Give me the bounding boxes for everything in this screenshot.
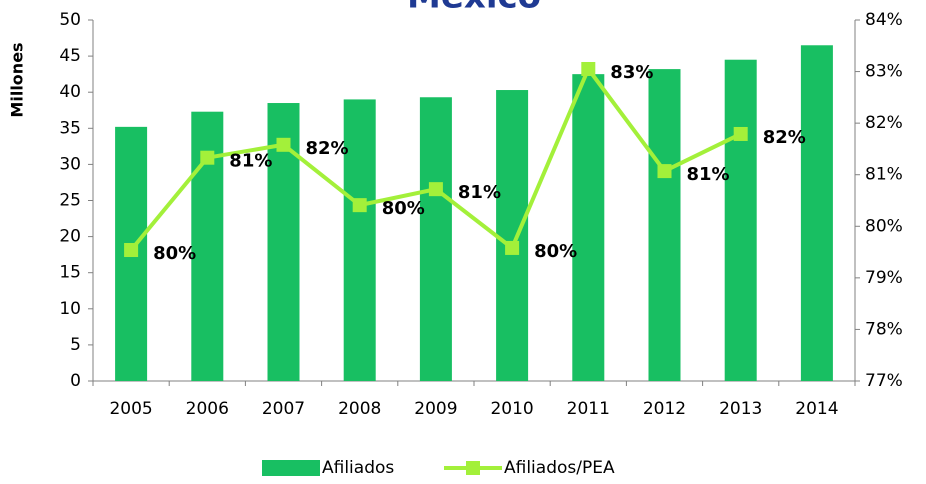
x-tick-label: 2013 — [719, 399, 762, 419]
y-tick-label: 50 — [59, 10, 81, 30]
y-tick-label: 15 — [59, 263, 81, 283]
marker — [733, 126, 748, 141]
x-tick-label: 2007 — [262, 399, 305, 419]
y-tick-label: 40 — [59, 82, 81, 102]
y2-tick-label: 79% — [865, 268, 903, 288]
y2-tick-label: 81% — [865, 165, 903, 185]
y2-tick-label: 78% — [865, 319, 903, 339]
y2-tick-label: 80% — [865, 216, 903, 236]
bar — [496, 90, 529, 381]
x-tick-label: 2014 — [795, 399, 838, 419]
y-tick-label: 45 — [59, 46, 81, 66]
data-label: 82% — [306, 138, 349, 159]
x-tick-label: 2010 — [490, 399, 533, 419]
legend-label: Afiliados — [322, 458, 394, 478]
x-tick-label: 2012 — [643, 399, 686, 419]
marker — [352, 198, 367, 213]
bar — [419, 97, 452, 381]
legend-label: Afiliados/PEA — [504, 458, 615, 478]
marker — [657, 164, 672, 179]
data-label: 80% — [382, 198, 425, 219]
bar — [724, 59, 757, 382]
marker — [581, 61, 596, 76]
y-tick-label: 25 — [59, 191, 81, 211]
y-axis-label: Millones — [8, 42, 27, 117]
y-tick-label: 0 — [70, 371, 81, 391]
data-label: 81% — [458, 182, 501, 203]
marker — [505, 240, 520, 255]
y-tick-label: 10 — [59, 299, 81, 319]
bar — [648, 69, 681, 381]
y2-tick-label: 82% — [865, 113, 903, 133]
x-tick-label: 2005 — [109, 399, 152, 419]
y-tick-label: 30 — [59, 154, 81, 174]
legend-swatch — [466, 461, 480, 475]
data-label: 83% — [610, 62, 653, 83]
bar — [343, 99, 376, 382]
y2-tick-label: 77% — [865, 371, 903, 391]
data-label: 80% — [534, 241, 577, 262]
bar — [800, 45, 833, 382]
data-label: 81% — [229, 151, 272, 172]
y-tick-label: 20 — [59, 227, 81, 247]
x-tick-label: 2011 — [567, 399, 610, 419]
data-label: 81% — [687, 164, 730, 185]
marker — [276, 137, 291, 152]
x-tick-label: 2009 — [414, 399, 457, 419]
y-tick-label: 5 — [70, 335, 81, 355]
y2-tick-label: 83% — [865, 62, 903, 82]
data-label: 80% — [153, 243, 196, 264]
bar — [572, 74, 605, 382]
y-tick-label: 35 — [59, 118, 81, 138]
marker — [200, 150, 215, 165]
marker — [428, 182, 443, 197]
chart-title: México — [407, 0, 541, 17]
x-tick-label: 2008 — [338, 399, 381, 419]
marker — [124, 243, 139, 258]
x-tick-label: 2006 — [186, 399, 229, 419]
legend-swatch — [262, 460, 320, 476]
y2-tick-label: 84% — [865, 10, 903, 30]
data-label: 82% — [763, 127, 806, 148]
